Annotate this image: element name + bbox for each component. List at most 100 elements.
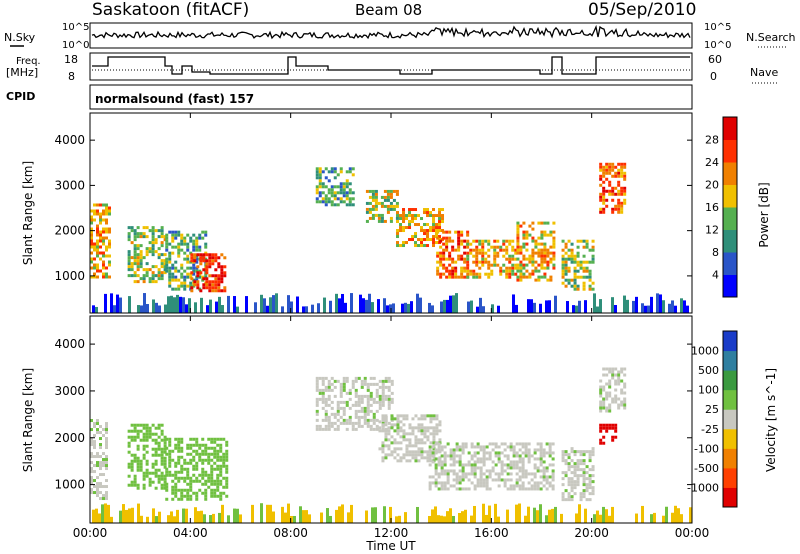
velocity-cell xyxy=(382,398,385,401)
power-cell xyxy=(599,211,602,214)
power-cell xyxy=(325,185,328,188)
power-cell xyxy=(378,202,381,205)
power-cell xyxy=(583,288,586,291)
velocity-ground-cell xyxy=(347,512,350,523)
power-cell xyxy=(387,205,390,208)
power-cell xyxy=(143,277,146,280)
power-cell xyxy=(325,176,328,179)
velocity-cell xyxy=(207,456,210,459)
velocity-cell xyxy=(210,474,213,477)
power-cell xyxy=(217,280,220,283)
velocity-cell xyxy=(370,410,373,413)
velocity-cell xyxy=(387,429,390,432)
velocity-cell xyxy=(592,480,595,483)
power-cell xyxy=(174,237,177,240)
velocity-cell xyxy=(213,492,216,495)
velocity-cell xyxy=(174,477,177,480)
velocity-cell xyxy=(180,468,183,471)
power-ground-cell xyxy=(578,301,581,313)
power-cell xyxy=(183,288,186,291)
velocity-cell xyxy=(623,374,626,377)
power-ground-cell xyxy=(338,298,341,313)
power-cell xyxy=(180,237,183,240)
power-cell xyxy=(540,264,543,267)
velocity-cell xyxy=(152,454,155,457)
velocity-cell xyxy=(189,480,192,483)
power-cell xyxy=(487,249,490,252)
velocity-cell xyxy=(435,429,438,432)
power-cell xyxy=(414,241,417,244)
power-cell xyxy=(396,193,399,196)
velocity-cell xyxy=(534,466,537,469)
velocity-cell xyxy=(322,407,325,410)
velocity-cell xyxy=(99,485,102,488)
power-cell xyxy=(96,224,99,227)
velocity-cell xyxy=(525,472,528,475)
velocity-cell xyxy=(543,454,546,457)
velocity-cell xyxy=(216,480,219,483)
power-cell xyxy=(202,259,205,262)
power-cell xyxy=(454,273,457,276)
power-cell xyxy=(165,264,168,267)
velocity-cell xyxy=(210,477,213,480)
power-cell xyxy=(454,231,457,234)
velocity-cell xyxy=(352,404,355,407)
velocity-cell xyxy=(105,497,108,500)
velocity-cell xyxy=(534,457,537,460)
velocity-cell xyxy=(534,487,537,490)
power-cell xyxy=(402,214,405,217)
power-ground-cell xyxy=(305,306,308,313)
velocity-cell xyxy=(328,386,331,389)
velocity-cell xyxy=(331,407,334,410)
radar-figure: Saskatoon (fitACF) Beam 08 05/Sep/2010 N… xyxy=(0,0,800,554)
velocity-cell xyxy=(571,483,574,486)
velocity-cell xyxy=(620,404,623,407)
velocity-cell xyxy=(155,460,158,463)
power-cell xyxy=(469,249,472,252)
power-cell xyxy=(432,214,435,217)
velocity-cell xyxy=(459,454,462,457)
velocity-cell xyxy=(574,480,577,483)
power-cell xyxy=(577,246,580,249)
power-cell xyxy=(537,264,540,267)
power-cell xyxy=(211,289,214,292)
velocity-cbar-tick-label: -1000 xyxy=(687,481,719,494)
velocity-cell xyxy=(388,401,391,404)
velocity-cell xyxy=(93,434,96,437)
power-ground-cell xyxy=(254,302,257,313)
velocity-cell xyxy=(552,475,555,478)
velocity-ground-cell xyxy=(221,505,224,523)
velocity-cell xyxy=(534,475,537,478)
velocity-ground-cell xyxy=(119,511,122,523)
velocity-cell xyxy=(393,417,396,420)
velocity-cell xyxy=(390,417,393,420)
velocity-cell xyxy=(408,441,411,444)
velocity-cell xyxy=(513,451,516,454)
velocity-cell xyxy=(146,469,149,472)
velocity-cell xyxy=(216,477,219,480)
velocity-cell xyxy=(459,460,462,463)
velocity-cell xyxy=(519,448,522,451)
velocity-cell xyxy=(385,398,388,401)
velocity-cell xyxy=(340,395,343,398)
velocity-cell xyxy=(204,483,207,486)
power-cell xyxy=(165,267,168,270)
power-cell xyxy=(420,238,423,241)
power-ground-cell xyxy=(404,303,407,313)
power-cell xyxy=(549,276,552,279)
power-cell xyxy=(105,221,108,224)
power-cell xyxy=(346,179,349,182)
nsky-trace xyxy=(92,27,690,38)
velocity-cell xyxy=(93,446,96,449)
velocity-cell xyxy=(549,454,552,457)
power-cell xyxy=(190,289,193,292)
power-cell xyxy=(511,249,514,252)
velocity-cell xyxy=(210,465,213,468)
power-ytick-label: 1000 xyxy=(54,269,85,283)
velocity-ground-cell xyxy=(449,508,452,523)
velocity-cell xyxy=(480,475,483,478)
power-cell xyxy=(195,249,198,252)
velocity-cell xyxy=(384,438,387,441)
velocity-cell xyxy=(152,439,155,442)
velocity-cell xyxy=(99,482,102,485)
